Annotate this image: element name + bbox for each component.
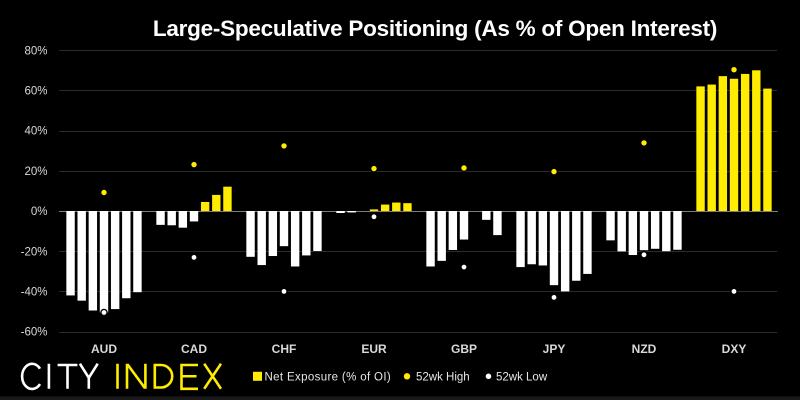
- svg-text:AUD: AUD: [91, 342, 117, 356]
- svg-text:JPY: JPY: [543, 342, 566, 356]
- svg-text:52wk Low: 52wk Low: [496, 372, 548, 384]
- svg-text:Large-Speculative Positioning: Large-Speculative Positioning (As % of O…: [153, 16, 717, 41]
- svg-text:60%: 60%: [24, 86, 47, 98]
- svg-text:0%: 0%: [31, 206, 48, 218]
- svg-text:GBP: GBP: [451, 342, 477, 356]
- svg-text:80%: 80%: [24, 45, 47, 57]
- svg-text:-40%: -40%: [21, 287, 48, 299]
- svg-text:EUR: EUR: [361, 342, 387, 356]
- svg-text:NZD: NZD: [632, 342, 657, 356]
- svg-text:DXY: DXY: [722, 342, 747, 356]
- svg-text:Net Exposure (% of OI): Net Exposure (% of OI): [265, 372, 392, 384]
- svg-text:-20%: -20%: [21, 246, 48, 258]
- svg-text:52wk High: 52wk High: [416, 372, 470, 384]
- svg-text:20%: 20%: [24, 166, 47, 178]
- svg-text:40%: 40%: [24, 126, 47, 138]
- svg-text:-60%: -60%: [21, 327, 48, 339]
- svg-text:CAD: CAD: [181, 342, 207, 356]
- svg-text:CHF: CHF: [272, 342, 297, 356]
